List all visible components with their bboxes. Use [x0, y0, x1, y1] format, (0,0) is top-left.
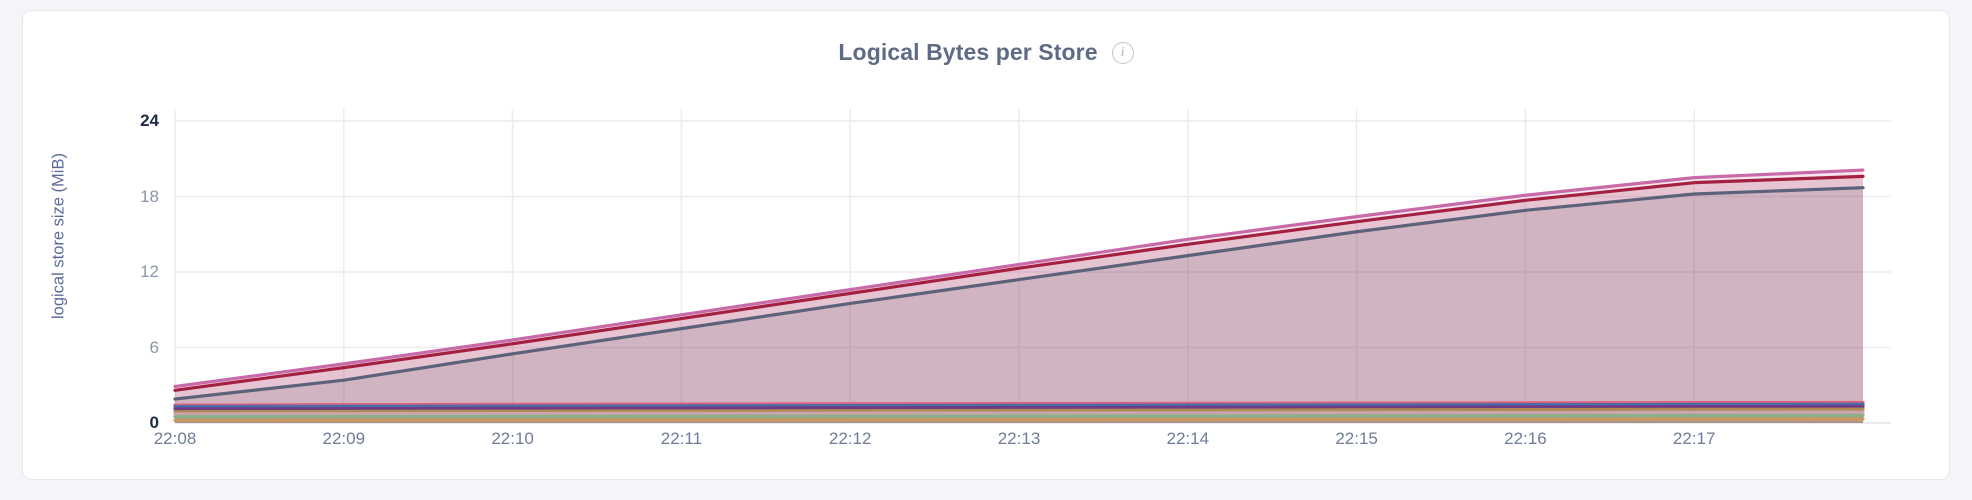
- x-axis-ticks: 22:08 22:09 22:10 22:11 22:12 22:13 22:14 22:15…: [23, 429, 1949, 455]
- y-tick-label: 24: [140, 111, 159, 130]
- chart-card: Logical Bytes per Store i logical store …: [22, 10, 1950, 480]
- x-tick-label: 22:13: [997, 429, 1041, 448]
- chart-canvas: [173, 109, 1891, 424]
- x-tick-label: 22:11: [660, 429, 703, 448]
- x-tick-label: 22:15: [1335, 429, 1378, 448]
- plot-area: logical store size (MiB) 0 6 12 18 24 22:08 2…: [23, 11, 1949, 479]
- chart-header: Logical Bytes per Store i: [23, 39, 1949, 66]
- x-tick-label: 22:10: [491, 429, 534, 448]
- x-tick-label: 22:09: [322, 429, 366, 448]
- x-tick-label: 22:17: [1672, 429, 1716, 448]
- y-tick-label: 0: [149, 413, 159, 432]
- y-tick-label: 6: [149, 337, 159, 357]
- x-tick-label: 22:08: [153, 429, 197, 448]
- y-tick-label: 18: [140, 186, 159, 206]
- page-title: Logical Bytes per Store: [838, 39, 1098, 65]
- x-tick-label: 22:12: [828, 429, 872, 448]
- x-tick-label: 22:16: [1504, 429, 1547, 448]
- y-tick-label: 12: [140, 262, 159, 281]
- y-axis-ticks: 0 6 12 18 24: [63, 11, 173, 479]
- x-tick-label: 22:14: [1166, 429, 1210, 448]
- info-circle-icon[interactable]: i: [1111, 41, 1134, 64]
